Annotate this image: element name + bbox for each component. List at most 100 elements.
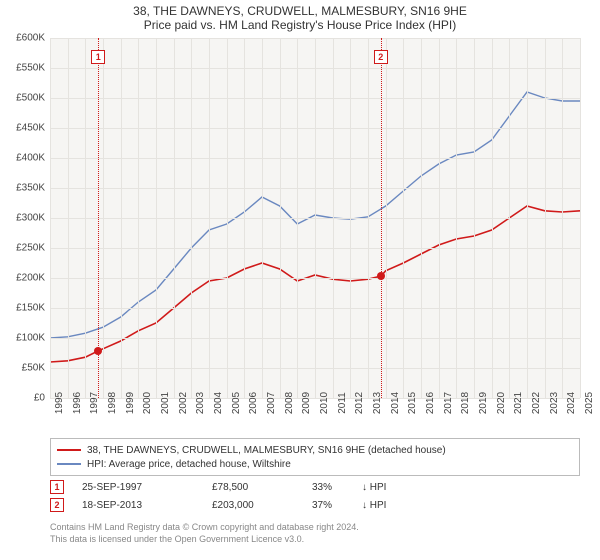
gridline-v [191,38,192,398]
gridline-v [138,38,139,398]
title-subtitle: Price paid vs. HM Land Registry's House … [0,18,600,32]
x-axis-label: 2004 [213,392,224,414]
y-axis-label: £0 [34,393,45,404]
attribution-line2: This data is licensed under the Open Gov… [50,534,580,546]
x-axis-label: 2011 [337,392,348,414]
gridline-v [121,38,122,398]
legend-swatch-hpi [57,463,81,465]
y-axis-label: £600K [16,33,45,44]
legend-swatch-property [57,449,81,451]
x-axis-label: 2013 [372,392,383,414]
chart-container: 38, THE DAWNEYS, CRUDWELL, MALMESBURY, S… [0,0,600,560]
x-axis-label: 2021 [513,392,524,414]
x-axis-label: 2009 [301,392,312,414]
gridline-v [209,38,210,398]
y-axis-label: £400K [16,153,45,164]
y-axis-label: £350K [16,183,45,194]
gridline-v [474,38,475,398]
y-axis-label: £450K [16,123,45,134]
sales-row-arrow: ↓ HPI [362,482,386,493]
gridline-v [156,38,157,398]
sale-marker-dot [377,272,385,280]
gridline-v [421,38,422,398]
legend-label-hpi: HPI: Average price, detached house, Wilt… [87,459,291,470]
sales-row-index: 1 [50,480,64,494]
gridline-v [280,38,281,398]
gridline-v [227,38,228,398]
x-axis-label: 2000 [142,392,153,414]
plot-region: 12 [50,38,580,398]
sale-marker-box: 1 [91,50,105,64]
sales-row-pct: 37% [312,500,362,511]
legend-item-hpi: HPI: Average price, detached house, Wilt… [57,457,573,471]
sales-row-price: £203,000 [212,500,312,511]
x-axis-label: 1997 [89,392,100,414]
legend-item-property: 38, THE DAWNEYS, CRUDWELL, MALMESBURY, S… [57,443,573,457]
y-axis-label: £150K [16,303,45,314]
gridline-v [545,38,546,398]
gridline-v [456,38,457,398]
attribution-line1: Contains HM Land Registry data © Crown c… [50,522,580,534]
gridline-v [492,38,493,398]
gridline-v [403,38,404,398]
chart-titles: 38, THE DAWNEYS, CRUDWELL, MALMESBURY, S… [0,0,600,32]
title-address: 38, THE DAWNEYS, CRUDWELL, MALMESBURY, S… [0,4,600,18]
gridline-v [244,38,245,398]
gridline-v [350,38,351,398]
x-axis-label: 2014 [390,392,401,414]
x-axis-label: 2008 [284,392,295,414]
sales-row-arrow: ↓ HPI [362,500,386,511]
gridline-v [297,38,298,398]
x-axis-label: 2020 [496,392,507,414]
x-axis-label: 2019 [478,392,489,414]
sales-row-date: 18-SEP-2013 [82,500,212,511]
sales-table: 125-SEP-1997£78,50033%↓ HPI218-SEP-2013£… [50,478,580,514]
x-axis-label: 1999 [125,392,136,414]
x-axis-label: 2016 [425,392,436,414]
gridline-v [386,38,387,398]
sales-row-date: 25-SEP-1997 [82,482,212,493]
y-axis-label: £250K [16,243,45,254]
x-axis-label: 2025 [584,392,595,414]
sale-marker-dot [94,347,102,355]
gridline-v [527,38,528,398]
x-axis-label: 2024 [566,392,577,414]
y-axis-label: £200K [16,273,45,284]
x-axis-label: 2007 [266,392,277,414]
x-axis-label: 2003 [195,392,206,414]
gridline-v [562,38,563,398]
x-axis-label: 2017 [443,392,454,414]
x-axis-label: 1996 [72,392,83,414]
x-axis-label: 2012 [354,392,365,414]
x-axis-label: 2006 [248,392,259,414]
y-axis-label: £550K [16,63,45,74]
sale-marker-line [381,38,382,398]
x-axis-label: 2010 [319,392,330,414]
gridline-v [103,38,104,398]
x-axis-label: 1995 [54,392,65,414]
sales-row: 125-SEP-1997£78,50033%↓ HPI [50,478,580,496]
x-axis-label: 2022 [531,392,542,414]
x-axis-label: 2002 [178,392,189,414]
gridline-v [368,38,369,398]
gridline-v [85,38,86,398]
sales-row: 2 18-SEP-2013£203,00037%↓ HPI [50,496,580,514]
sale-marker-line [98,38,99,398]
gridline-v [174,38,175,398]
sales-row-index: 2 [50,498,64,512]
y-axis-label: £300K [16,213,45,224]
gridline-v [50,38,51,398]
x-axis-label: 2023 [549,392,560,414]
x-axis-label: 2005 [231,392,242,414]
gridline-v [439,38,440,398]
legend-label-property: 38, THE DAWNEYS, CRUDWELL, MALMESBURY, S… [87,445,446,456]
attribution: Contains HM Land Registry data © Crown c… [50,522,580,545]
gridline-v [509,38,510,398]
chart-area: 12 £0 £50K £100K £150K £200K £250K £300K £350K £… [0,38,600,433]
y-axis-label: £50K [22,363,45,374]
y-axis-label: £500K [16,93,45,104]
x-axis-label: 1998 [107,392,118,414]
y-axis-label: £100K [16,333,45,344]
sales-row-price: £78,500 [212,482,312,493]
x-axis-label: 2018 [460,392,471,414]
